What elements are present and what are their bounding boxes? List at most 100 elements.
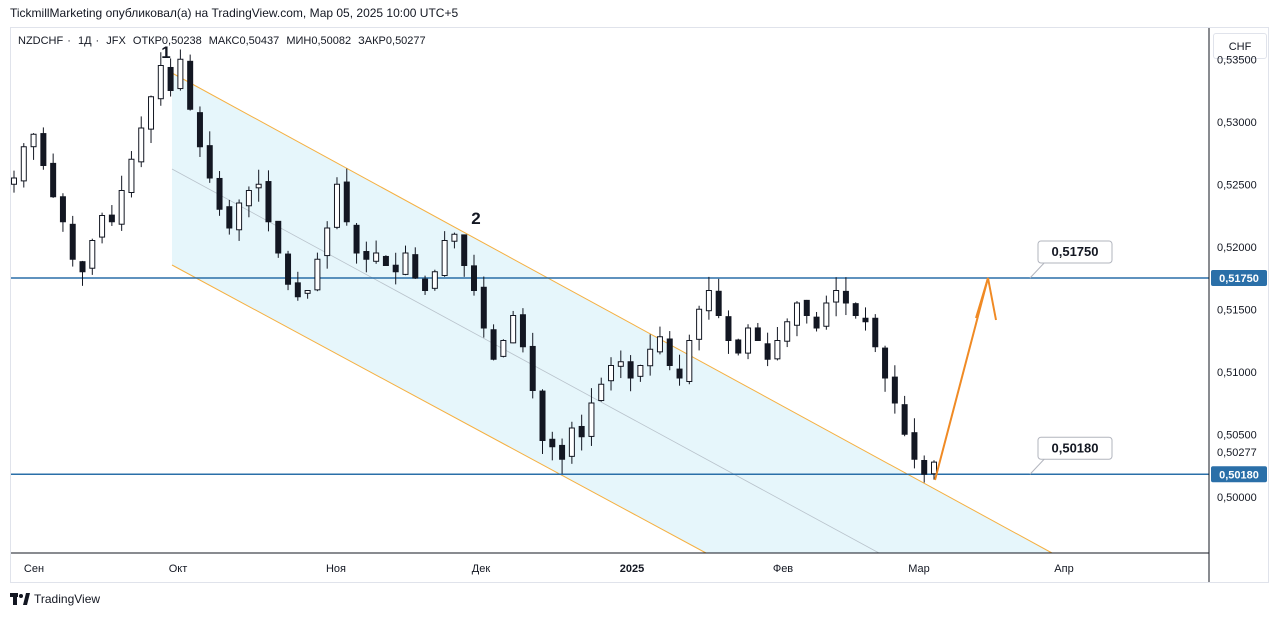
price-tick-label: 0,50000 <box>1217 492 1257 504</box>
candle-body <box>30 133 37 148</box>
candle-body <box>686 340 693 382</box>
candle-body <box>921 459 928 475</box>
candle-body <box>539 390 546 441</box>
candle-body <box>79 261 86 273</box>
low-label: МИН <box>286 35 312 47</box>
time-tick-label: Ноя <box>326 563 346 575</box>
candle-body <box>431 271 438 289</box>
wave-label: 2 <box>471 209 480 228</box>
candles <box>11 49 937 483</box>
symbol-name[interactable]: NZDCHF <box>18 35 64 47</box>
tradingview-logo-icon <box>10 593 30 605</box>
candle-body <box>461 234 468 266</box>
candle-body <box>69 223 76 260</box>
candle-body <box>206 145 213 179</box>
channel-upper-line <box>171 72 1053 554</box>
level-callout-box <box>1037 240 1113 264</box>
candle-body <box>392 264 399 273</box>
candle-body <box>373 252 380 262</box>
candle-body <box>529 345 536 392</box>
candle-body <box>696 308 703 340</box>
candle-body <box>363 251 370 260</box>
candle-body <box>901 404 908 435</box>
footer-brand-text: TradingView <box>34 592 101 606</box>
level-callout-box <box>1037 436 1113 460</box>
channel-mid-line <box>171 168 880 554</box>
candle-body <box>148 96 155 130</box>
low-value: 0,50082 <box>311 35 352 47</box>
level-callout-pointer <box>1029 456 1047 475</box>
candle-body <box>118 190 125 225</box>
candle-body <box>803 299 810 317</box>
time-tick-label: Апр <box>1054 563 1073 575</box>
candle-body <box>911 432 918 460</box>
level-callout-pointer <box>1029 260 1047 279</box>
candle-body <box>216 177 223 210</box>
high-label: МАКС <box>208 35 240 47</box>
candle-body <box>715 290 722 316</box>
candle-body <box>59 196 66 223</box>
candle-body <box>705 290 712 312</box>
level-callout-text: 0,51750 <box>1052 244 1099 259</box>
candle-body <box>549 438 556 448</box>
candle-body <box>441 240 448 276</box>
candle-body <box>275 220 282 254</box>
candle-body <box>931 461 937 475</box>
candle-body <box>40 133 47 166</box>
open-label: ОТКР <box>132 35 162 47</box>
horizontal-levels: 0,51750 0,51750 0,50180 0,50180 <box>11 240 1267 483</box>
candle-body <box>157 65 164 100</box>
high-value: 0,50437 <box>239 35 280 47</box>
candle-body <box>294 282 301 298</box>
candle-body <box>637 365 644 377</box>
chart-frame <box>10 27 1269 583</box>
candle-body <box>764 343 771 360</box>
candle-body <box>842 290 849 304</box>
timeframe[interactable]: 1Д <box>77 35 92 47</box>
candle-body <box>99 215 106 238</box>
forecast-arrow-line <box>934 277 989 481</box>
price-tick-label: 0,52500 <box>1217 179 1257 191</box>
candle-body <box>187 60 194 110</box>
last-price-label: 0,50277 <box>1217 447 1257 459</box>
level-axis-tag <box>1211 466 1267 483</box>
descending-channel <box>171 72 1053 554</box>
level-axis-tag <box>1211 270 1267 286</box>
price-tick-label: 0,53000 <box>1217 117 1257 129</box>
candle-body <box>128 158 135 194</box>
time-tick-label: Фев <box>773 563 793 575</box>
candle-body <box>167 66 174 91</box>
candle-body <box>402 252 409 275</box>
time-tick-label: Сен <box>24 563 44 575</box>
candle-body <box>774 340 781 360</box>
currency-button[interactable]: CHF <box>1213 33 1267 59</box>
candle-body <box>89 240 96 269</box>
open-value: 0,50238 <box>161 35 202 47</box>
candle-body <box>852 303 859 316</box>
candle-body <box>862 317 869 323</box>
candle-body <box>353 224 360 254</box>
candle-body <box>833 290 840 303</box>
candle-body <box>50 162 57 198</box>
price-tick-label: 0,52000 <box>1217 242 1257 254</box>
time-axis: Сен Окт Ноя Дек 2025 Фев Мар Апр <box>11 552 1209 575</box>
candle-body <box>333 183 340 228</box>
close-label: ЗАКР <box>358 35 386 47</box>
candle-body <box>598 383 605 402</box>
channel-lower-line <box>171 264 707 554</box>
price-tick-label: 0,53500 <box>1217 54 1257 66</box>
forecast-arrow <box>934 277 997 481</box>
candle-body <box>324 227 331 257</box>
candle-body <box>754 327 761 342</box>
wave-label: 1 <box>161 43 170 62</box>
candle-body <box>304 290 311 294</box>
candle-body <box>793 302 800 326</box>
candle-body <box>226 206 233 229</box>
candle-body <box>471 265 477 291</box>
candle-body <box>578 425 585 438</box>
published-header: TickmillMarketing опубликовал(а) на Trad… <box>10 6 459 20</box>
time-tick-label: 2025 <box>620 563 644 575</box>
level-axis-tag-text: 0,51750 <box>1219 273 1259 285</box>
level-callout-text: 0,50180 <box>1052 440 1099 455</box>
